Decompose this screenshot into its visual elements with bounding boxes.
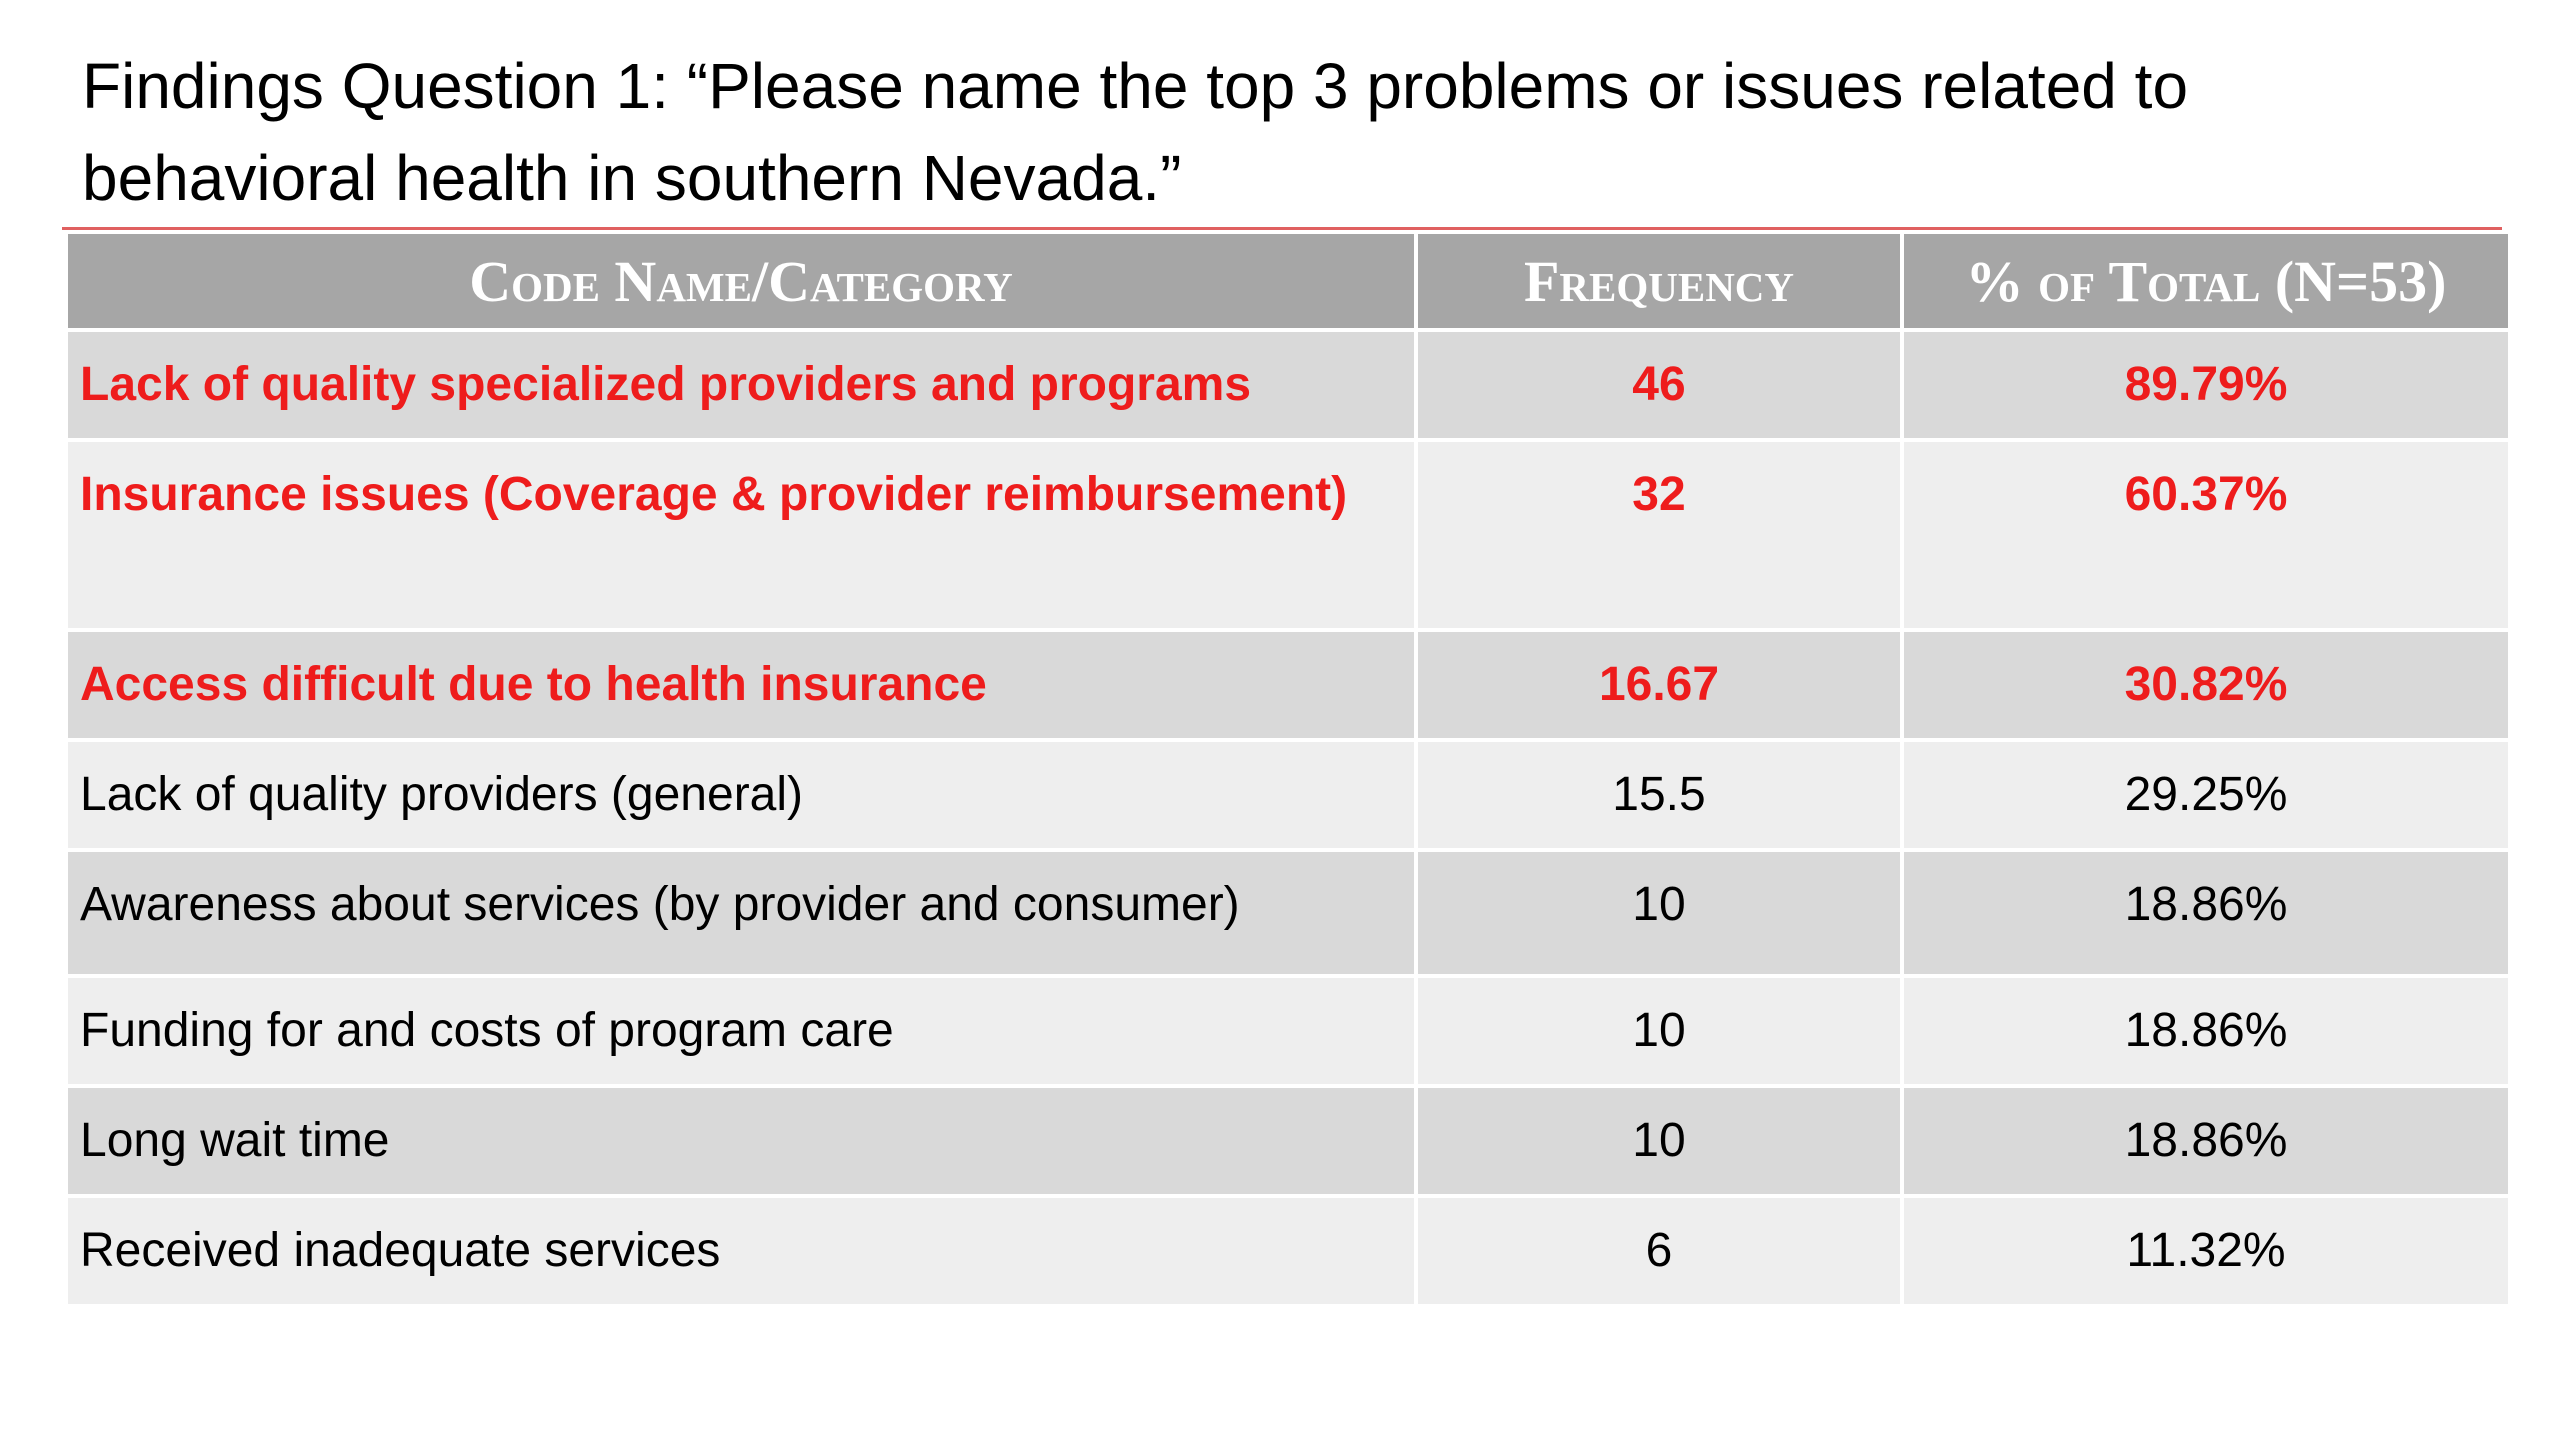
- frequency-cell: 46: [1418, 332, 1900, 438]
- frequency-cell: 16.67: [1418, 632, 1900, 738]
- frequency-cell: 10: [1418, 978, 1900, 1084]
- category-cell: Insurance issues (Coverage & provider re…: [68, 442, 1414, 628]
- table-row: Insurance issues (Coverage & provider re…: [68, 442, 2508, 628]
- percent-cell: 60.37%: [1904, 442, 2508, 628]
- findings-table: Code Name/Category Frequency % of Total …: [64, 230, 2512, 1308]
- frequency-cell: 10: [1418, 1088, 1900, 1194]
- percent-cell: 89.79%: [1904, 332, 2508, 438]
- category-cell: Awareness about services (by provider an…: [68, 852, 1414, 974]
- frequency-cell: 15.5: [1418, 742, 1900, 848]
- percent-cell: 30.82%: [1904, 632, 2508, 738]
- percent-cell: 18.86%: [1904, 1088, 2508, 1194]
- title-divider: [62, 227, 2502, 230]
- table-row: Lack of quality providers (general) 15.5…: [68, 742, 2508, 848]
- column-header-frequency: Frequency: [1418, 234, 1900, 328]
- table-row: Funding for and costs of program care 10…: [68, 978, 2508, 1084]
- table-header-row: Code Name/Category Frequency % of Total …: [68, 234, 2508, 328]
- category-cell: Lack of quality specialized providers an…: [68, 332, 1414, 438]
- frequency-cell: 32: [1418, 442, 1900, 628]
- category-cell: Access difficult due to health insurance: [68, 632, 1414, 738]
- column-header-category: Code Name/Category: [68, 234, 1414, 328]
- table-row: Lack of quality specialized providers an…: [68, 332, 2508, 438]
- category-cell: Funding for and costs of program care: [68, 978, 1414, 1084]
- percent-cell: 11.32%: [1904, 1198, 2508, 1304]
- column-header-percent: % of Total (N=53): [1904, 234, 2508, 328]
- percent-cell: 29.25%: [1904, 742, 2508, 848]
- frequency-cell: 10: [1418, 852, 1900, 974]
- percent-cell: 18.86%: [1904, 852, 2508, 974]
- category-cell: Received inadequate services: [68, 1198, 1414, 1304]
- table-row: Long wait time 10 18.86%: [68, 1088, 2508, 1194]
- percent-cell: 18.86%: [1904, 978, 2508, 1084]
- table-row: Access difficult due to health insurance…: [68, 632, 2508, 738]
- category-cell: Long wait time: [68, 1088, 1414, 1194]
- frequency-cell: 6: [1418, 1198, 1900, 1304]
- category-cell: Lack of quality providers (general): [68, 742, 1414, 848]
- table-row: Awareness about services (by provider an…: [68, 852, 2508, 974]
- slide-title: Findings Question 1: “Please name the to…: [82, 50, 2189, 214]
- table-row: Received inadequate services 6 11.32%: [68, 1198, 2508, 1304]
